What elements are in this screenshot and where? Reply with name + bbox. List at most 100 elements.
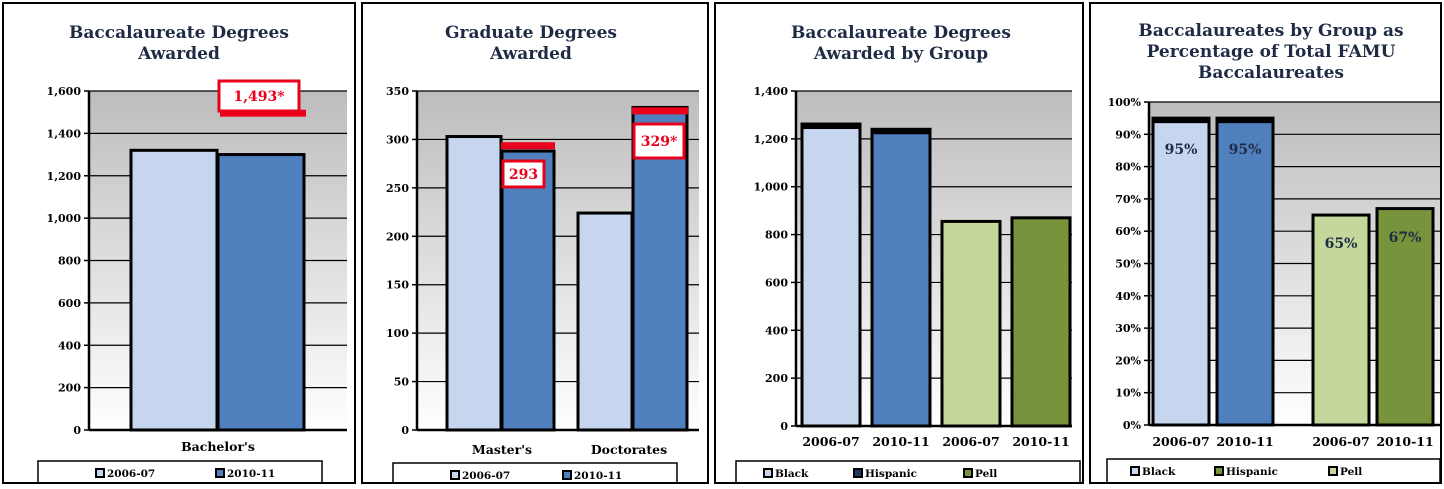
y-tick-label: 80% bbox=[1115, 161, 1141, 174]
legend-swatch bbox=[215, 468, 225, 478]
legend-box bbox=[1106, 458, 1440, 482]
category-label: 2006-07 bbox=[1152, 434, 1209, 449]
chart-panel-by-group: Baccalaureate Degrees Awarded by Group 0 20… bbox=[714, 2, 1084, 484]
y-tick-label: 200 bbox=[386, 230, 409, 243]
legend-label: 2006-07 bbox=[462, 470, 510, 482]
target-label: 293 bbox=[509, 167, 538, 183]
bar-black-2006-07 bbox=[800, 122, 862, 428]
y-tick-label: 200 bbox=[765, 372, 788, 385]
y-tick-label: 30% bbox=[1115, 322, 1141, 335]
y-tick-label: 1,400 bbox=[47, 127, 82, 140]
legend-swatch bbox=[562, 470, 572, 480]
bar-2006-07 bbox=[129, 148, 219, 432]
y-tick-label: 1,000 bbox=[47, 212, 82, 225]
target-label: 329* bbox=[641, 134, 678, 150]
chart-panel-bachelors: Baccalaureate Degrees Awarded 0 200 400 600 80… bbox=[2, 2, 356, 484]
category-label: 2010-11 bbox=[1376, 434, 1433, 449]
target-marker bbox=[501, 142, 555, 150]
legend-box bbox=[37, 460, 323, 482]
legend-label: Black bbox=[1142, 466, 1176, 478]
bar-pell-2006-07 bbox=[940, 219, 1002, 428]
chart-title-line: Awarded bbox=[137, 44, 220, 64]
target-label-box bbox=[632, 122, 686, 160]
y-tick-label: 150 bbox=[386, 279, 409, 292]
y-tick-label: 1,600 bbox=[47, 85, 82, 98]
target-marker bbox=[632, 107, 688, 115]
y-tick-label: 350 bbox=[386, 85, 409, 98]
category-label: 2006-07 bbox=[1312, 434, 1369, 449]
y-tick-label: 10% bbox=[1115, 387, 1141, 400]
category-label: Master's bbox=[472, 442, 532, 457]
category-label: 2006-07 bbox=[942, 434, 999, 449]
y-tick-label: 1,200 bbox=[47, 170, 82, 183]
data-label: 67% bbox=[1389, 230, 1422, 246]
chart-title-line: Awarded by Group bbox=[813, 44, 988, 64]
legend-label: 2010-11 bbox=[574, 470, 622, 482]
category-label: 2010-11 bbox=[1012, 434, 1069, 449]
y-tick-label: 250 bbox=[386, 182, 409, 195]
bar-pell-2010-11 bbox=[1010, 216, 1072, 428]
legend-label: 2010-11 bbox=[227, 468, 275, 480]
category-label: Bachelor's bbox=[181, 439, 255, 454]
chart-panel-graduate: Graduate Degrees Awarded 0 50 100 150 200 250 30… bbox=[361, 2, 709, 484]
y-tick-label: 70% bbox=[1115, 193, 1141, 206]
category-label: 2010-11 bbox=[1216, 434, 1273, 449]
legend-swatch bbox=[95, 468, 105, 478]
category-label: Doctorates bbox=[591, 442, 667, 457]
category-label: 2006-07 bbox=[802, 434, 859, 449]
chart-title-line: Baccalaureate Degrees bbox=[791, 23, 1011, 43]
bar-black-2010-11 bbox=[1215, 116, 1275, 427]
y-tick-label: 100 bbox=[386, 327, 409, 340]
y-tick-label: 100% bbox=[1108, 96, 1142, 109]
bar-black-2010-11 bbox=[870, 127, 932, 428]
y-tick-label: 800 bbox=[58, 255, 81, 268]
y-tick-label: 60% bbox=[1115, 225, 1141, 238]
legend-swatch bbox=[450, 470, 460, 480]
bar-top-cap bbox=[1152, 117, 1210, 124]
target-marker bbox=[220, 109, 306, 117]
legend-swatch bbox=[1328, 466, 1338, 476]
category-label: 2010-11 bbox=[872, 434, 929, 449]
target-label-box bbox=[501, 159, 546, 189]
y-tick-label: 0% bbox=[1123, 419, 1142, 432]
y-tick-label: 40% bbox=[1115, 290, 1141, 303]
legend-label: Pell bbox=[1340, 466, 1362, 478]
y-tick-label: 90% bbox=[1115, 128, 1141, 141]
y-tick-label: 400 bbox=[765, 324, 788, 337]
data-label: 95% bbox=[1165, 142, 1198, 158]
data-label: 65% bbox=[1325, 236, 1358, 252]
y-tick-label: 1,200 bbox=[754, 133, 789, 146]
y-tick-label: 400 bbox=[58, 339, 81, 352]
bar-doctorates-2010-11 bbox=[631, 105, 689, 432]
bar-masters-2006-07 bbox=[445, 135, 503, 432]
bar-pell-2006-07 bbox=[1311, 213, 1371, 427]
legend-box bbox=[392, 462, 678, 482]
chart-title-line: Baccalaureate Degrees bbox=[69, 23, 289, 43]
y-tick-label: 50 bbox=[394, 376, 410, 389]
bar-top-cap bbox=[801, 123, 861, 130]
bar-2010-11 bbox=[216, 153, 306, 432]
bar-top-cap bbox=[871, 128, 931, 135]
target-label-box bbox=[217, 79, 301, 113]
chart-title-line: Baccalaureates bbox=[1198, 63, 1344, 83]
y-tick-label: 20% bbox=[1115, 354, 1141, 367]
y-tick-label: 0 bbox=[780, 420, 788, 433]
bar-doctorates-2006-07 bbox=[576, 211, 634, 432]
y-tick-label: 200 bbox=[58, 382, 81, 395]
target-label: 1,493* bbox=[233, 89, 285, 105]
y-tick-label: 1,000 bbox=[754, 181, 789, 194]
y-tick-label: 0 bbox=[73, 424, 81, 437]
chart-panel-percentage: Baccalaureates by Group as Percentage of … bbox=[1089, 2, 1442, 484]
chart-title-line: Graduate Degrees bbox=[445, 23, 617, 43]
chart-title-line: Awarded bbox=[489, 44, 572, 64]
legend-label: Hispanic bbox=[1226, 466, 1278, 478]
data-label: 95% bbox=[1229, 142, 1262, 158]
y-tick-label: 50% bbox=[1115, 258, 1141, 271]
bar-top-cap bbox=[1216, 117, 1274, 124]
bar-masters-2010-11 bbox=[500, 149, 556, 432]
bar-pell-2010-11 bbox=[1375, 207, 1435, 427]
legend-swatch bbox=[1130, 466, 1140, 476]
